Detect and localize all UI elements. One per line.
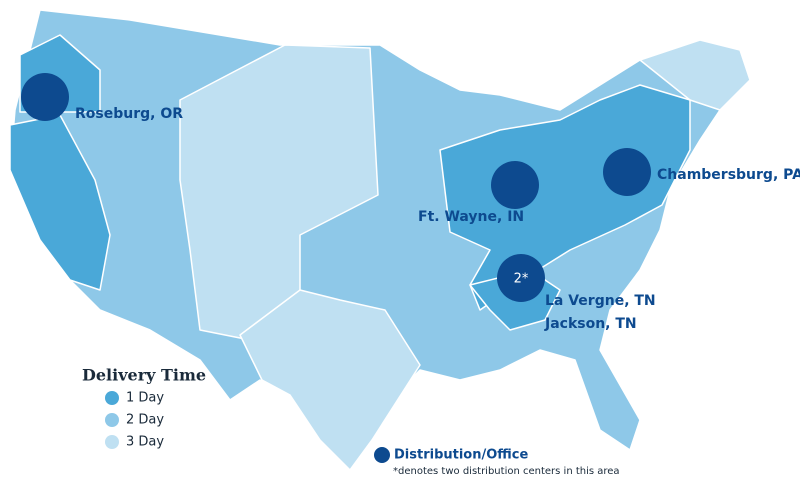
legend-swatch: [105, 435, 119, 449]
location-label: Jackson, TN: [544, 316, 637, 332]
legend-label: 2 Day: [126, 413, 164, 428]
cluster-label: 2*: [514, 272, 529, 287]
marker: [603, 148, 651, 196]
legend: 1 Day 2 Day 3 Day: [105, 391, 164, 450]
region-1-day: [9, 114, 111, 291]
marker: [491, 161, 539, 209]
legend-label: 3 Day: [126, 435, 164, 450]
location-label: Roseburg, OR: [75, 106, 183, 122]
marker: [21, 73, 69, 121]
marker-legend-symbol: [374, 447, 390, 463]
legend-swatch: [105, 391, 119, 405]
footnote: *denotes two distribution centers in thi…: [393, 466, 620, 477]
location-label: La Vergne, TN: [545, 293, 656, 309]
region-3-day: [239, 289, 421, 471]
legend-title: Delivery Time: [82, 366, 206, 385]
marker-legend-label: Distribution/Office: [394, 448, 528, 463]
legend-label: 1 Day: [126, 391, 164, 406]
location-label: Ft. Wayne, IN: [418, 209, 524, 225]
location-label: Chambersburg, PA: [657, 167, 800, 183]
legend-swatch: [105, 413, 119, 427]
region-1-day: [439, 84, 691, 311]
marker: [497, 254, 545, 302]
